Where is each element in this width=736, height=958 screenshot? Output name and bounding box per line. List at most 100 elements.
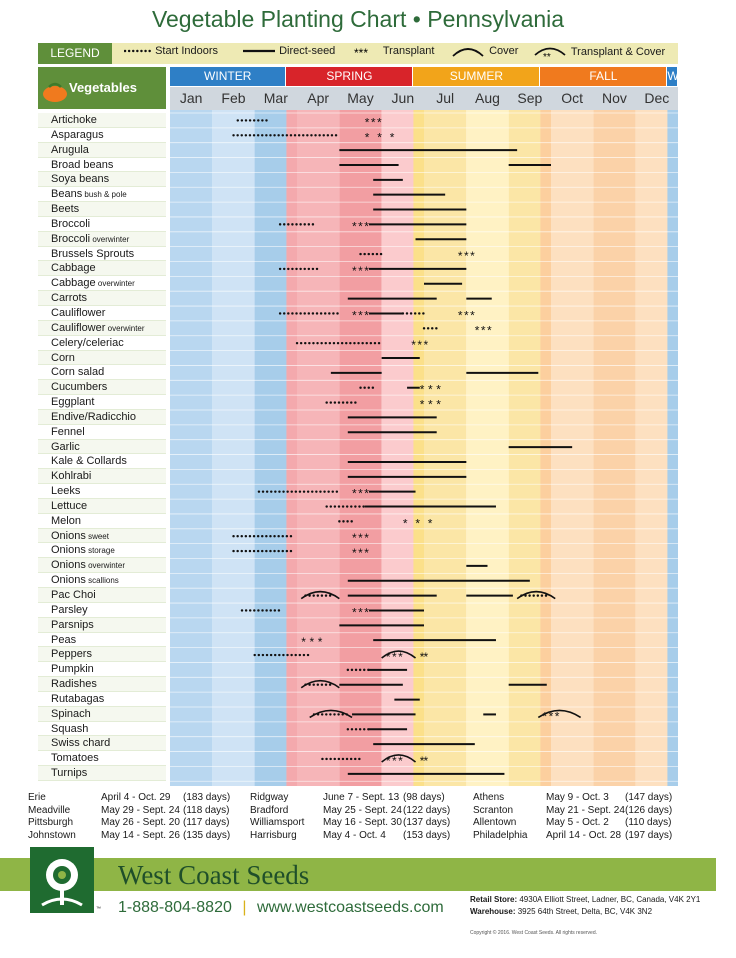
vegetable-name: Onions xyxy=(51,559,86,572)
addresses: Retail Store: 4930A Elliott Street, Ladn… xyxy=(470,894,700,918)
growing-days: (147 days) xyxy=(625,792,673,803)
vegetable-name: Kohlrabi xyxy=(51,470,92,483)
vegetable-label: Pumpkin xyxy=(38,662,166,678)
legend-transplant-cover-label: Transplant & Cover xyxy=(570,45,666,58)
vegetable-label: Spinach xyxy=(38,706,166,722)
vegetable-label: Celery/celeriac xyxy=(38,336,166,351)
vegetable-name: Lettuce xyxy=(51,499,88,512)
frost-free-dates: May 26 - Sept. 20 xyxy=(101,817,180,828)
vegetable-label: Peas xyxy=(38,633,166,648)
vegetable-name: Onions xyxy=(51,529,86,542)
vegetable-name: Spinach xyxy=(51,707,91,720)
vegetable-name: Turnips xyxy=(51,767,88,780)
growing-days: (183 days) xyxy=(183,792,231,803)
cover-mark xyxy=(300,590,340,600)
frost-free-dates: April 4 - Oct. 29 xyxy=(101,792,171,803)
frost-free-dates: May 9 - Oct. 3 xyxy=(546,792,609,803)
cover-arc-icon xyxy=(452,48,484,57)
vegetable-name: Pumpkin xyxy=(51,663,94,676)
season-fall: FALL xyxy=(540,67,667,86)
warehouse-address: 3925 64th Street, Delta, BC, V4K 3N2 xyxy=(517,907,653,916)
month-apr: Apr xyxy=(307,90,330,106)
vegetable-variety: scallions xyxy=(85,576,119,586)
city-name: Scranton xyxy=(473,804,514,816)
transplant-mark: *** xyxy=(352,487,369,501)
vegetable-name: Beans xyxy=(51,188,83,201)
month-jan: Jan xyxy=(179,90,203,106)
warehouse-label: Warehouse: xyxy=(470,907,516,916)
transplant-mark: *** xyxy=(352,219,369,233)
website-link[interactable]: www.westcoastseeds.com xyxy=(256,899,444,916)
transplant-mark: *** xyxy=(352,605,369,619)
transplant-mark: *** xyxy=(458,308,475,322)
season-summer: SUMMER xyxy=(413,67,540,86)
asterisk-icon: *** xyxy=(354,46,368,56)
vegetable-label: Leeks xyxy=(38,484,166,499)
legend-transplant-label: Transplant xyxy=(382,45,435,57)
transplant-mark: *** xyxy=(352,546,369,560)
sunflower-logo-icon xyxy=(41,859,83,907)
transplant-cover-icon: ** xyxy=(534,47,566,59)
month-nov: Nov xyxy=(602,90,627,106)
vegetable-name: Broccoli xyxy=(51,232,91,245)
growing-days: (117 days) xyxy=(183,817,230,828)
transplant-mark: *** xyxy=(365,115,382,129)
season-winter: WINTER xyxy=(170,67,286,86)
vegetable-label: Broccoli overwinter xyxy=(38,231,166,247)
month-column xyxy=(339,110,382,786)
season-row: WINTER SPRING SUMMER FALL W xyxy=(170,67,679,86)
month-column xyxy=(212,110,255,786)
frost-dates-row: Meadville May 29 - Sept. 24 (118 days) Brad… xyxy=(28,805,708,817)
vegetable-name: Cauliflower xyxy=(51,321,106,334)
legend: LEGEND Start Indoors Direct-seed *** Tra… xyxy=(38,43,678,64)
svg-text:***: *** xyxy=(354,46,368,56)
city-name: Bradford xyxy=(250,804,289,816)
vegetable-label: Onions storage xyxy=(38,543,166,559)
vegetable-label: Turnips xyxy=(38,766,166,781)
vegetable-label: Arugula xyxy=(38,142,166,158)
transplant-mark: *** xyxy=(403,516,433,530)
vegetable-list: Artichoke Asparagus Arugula Broad beans Soya… xyxy=(38,113,166,781)
vegetable-name: Peas xyxy=(51,633,77,646)
transplant-mark: *** xyxy=(420,398,441,412)
month-oct: Oct xyxy=(561,90,584,106)
vegetable-label: Carrots xyxy=(38,291,166,306)
transplant-mark: *** xyxy=(475,323,492,337)
frost-free-dates: April 14 - Oct. 28 xyxy=(546,829,622,841)
vegetable-name: Asparagus xyxy=(51,128,104,141)
city-name: Harrisburg xyxy=(250,829,297,841)
season-band-spring-early xyxy=(286,110,297,786)
vegetable-label: Broccoli xyxy=(38,217,166,232)
vegetable-name: Broad beans xyxy=(51,158,114,171)
transplant-mark: *** xyxy=(352,531,369,545)
legend-label: LEGEND xyxy=(38,43,112,64)
frost-free-dates: May 14 - Sept. 26 xyxy=(101,829,180,841)
vegetable-name: Squash xyxy=(51,722,89,735)
vegetable-name: Peppers xyxy=(51,648,92,661)
contact-line: 1-888-804-8820 | www.westcoastseeds.com xyxy=(118,899,444,917)
cover-mark xyxy=(516,590,556,600)
month-may: May xyxy=(347,90,374,106)
vegetable-label: Corn xyxy=(38,350,166,366)
vegetable-label: Asparagus xyxy=(38,128,166,143)
city-name: Pittsburgh xyxy=(28,817,74,828)
vegetable-label: Rutabagas xyxy=(38,692,166,707)
month-column xyxy=(424,110,467,786)
vegetable-label: Parsnips xyxy=(38,617,166,633)
cover-mark xyxy=(381,650,417,659)
vegetable-name: Cauliflower xyxy=(51,306,106,319)
cover-mark xyxy=(537,709,582,719)
vegetable-name: Soya beans xyxy=(51,173,110,186)
vegetable-name: Onions xyxy=(51,574,86,587)
vegetable-name: Cabbage xyxy=(51,277,96,290)
vegetable-label: Eggplant xyxy=(38,395,166,410)
legend-cover-label: Cover xyxy=(489,45,519,57)
month-row: Jan Feb Mar Apr May Jun Jul Aug Sep Oct Nov Dec xyxy=(170,87,678,110)
vegetables-header-label: Vegetables xyxy=(69,80,137,95)
vegetable-name: Melon xyxy=(51,514,81,527)
vegetable-name: Beets xyxy=(51,203,80,216)
vegetable-variety: overwinter xyxy=(105,323,145,333)
vegetable-label: Onions scallions xyxy=(38,573,166,588)
transplant-mark: *** xyxy=(365,130,395,144)
vegetable-name: Eggplant xyxy=(51,396,95,409)
